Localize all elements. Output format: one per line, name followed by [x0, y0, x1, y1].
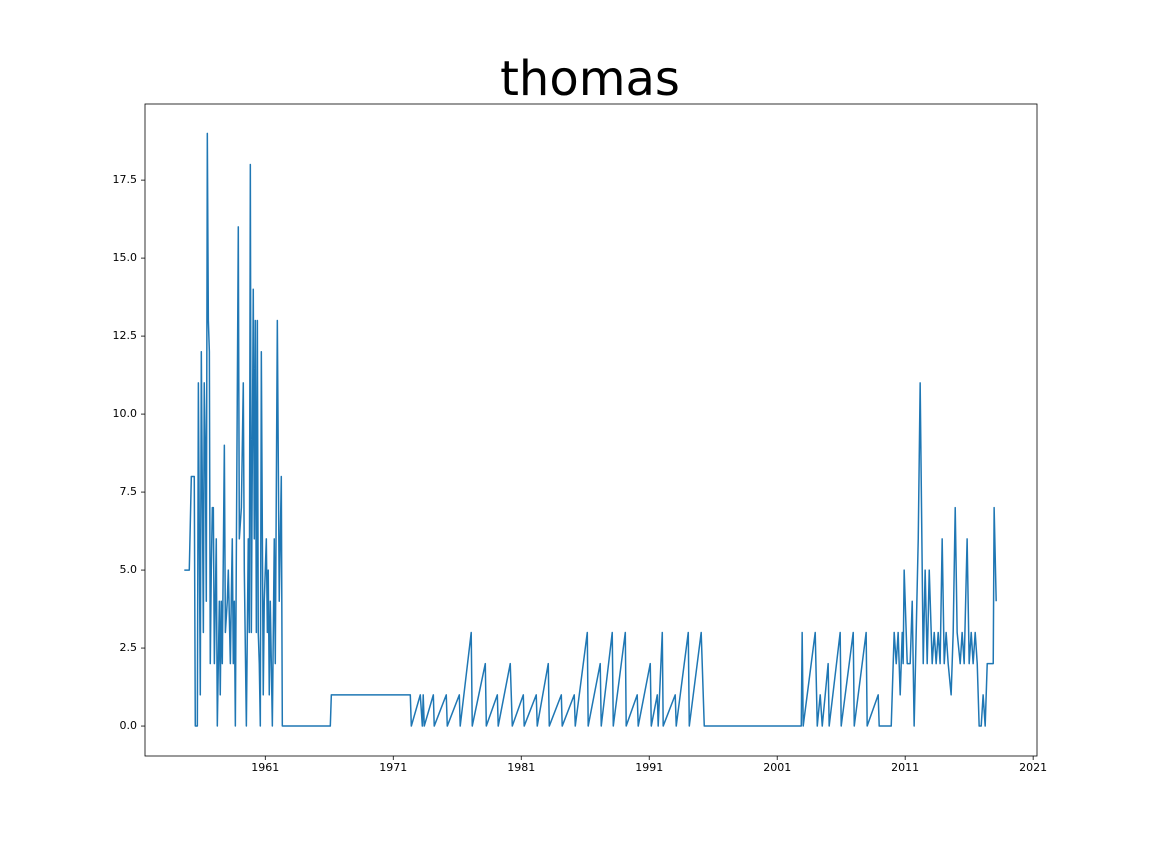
x-tick-label: 2021 — [1019, 761, 1047, 774]
x-tick-label: 1971 — [379, 761, 407, 774]
y-tick-label: 2.5 — [120, 641, 138, 654]
x-tick-label: 1991 — [635, 761, 663, 774]
x-tick-label: 2011 — [891, 761, 919, 774]
chart-title: thomas — [500, 51, 680, 107]
y-tick-label: 15.0 — [113, 251, 138, 264]
plot-frame — [144, 103, 1038, 757]
x-tick-label: 2001 — [763, 761, 791, 774]
y-tick-label: 12.5 — [113, 329, 138, 342]
data-line — [184, 132, 997, 727]
x-tick-label: 1981 — [507, 761, 535, 774]
y-tick-label: 0.0 — [120, 719, 138, 732]
y-tick-label: 5.0 — [120, 563, 138, 576]
x-tick-label: 1961 — [251, 761, 279, 774]
y-tick-label: 17.5 — [113, 173, 138, 186]
y-tick-label: 7.5 — [120, 485, 138, 498]
y-tick-label: 10.0 — [113, 407, 138, 420]
